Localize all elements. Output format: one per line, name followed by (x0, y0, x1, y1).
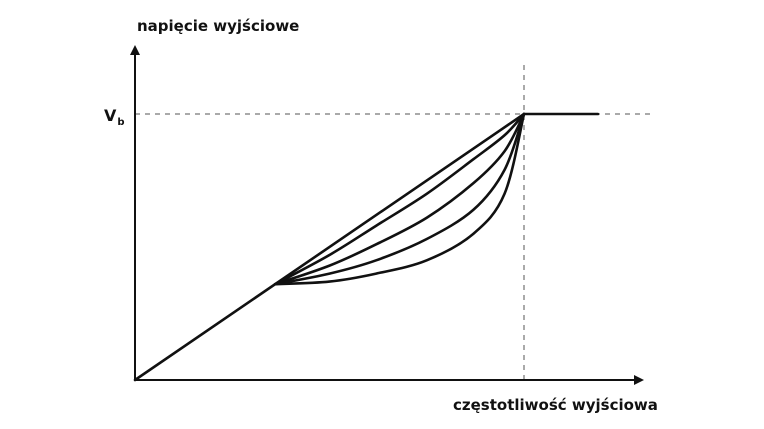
tick-layer: Vb (104, 106, 125, 128)
y-tick-label: Vb (104, 106, 125, 128)
series-layer (133, 112, 600, 382)
series-line-4 (273, 112, 526, 286)
y-tick-label-subscript: b (117, 117, 124, 128)
reference-lines (135, 65, 650, 380)
series-line-2 (273, 112, 526, 286)
y-axis-title: napięcie wyjściowe (137, 17, 299, 35)
x-axis-title: częstotliwość wyjściowa (453, 396, 658, 414)
series-line-3 (273, 112, 526, 286)
y-tick-label-main: V (104, 106, 117, 125)
series-line-5 (273, 112, 526, 286)
series-line-1 (133, 112, 600, 382)
